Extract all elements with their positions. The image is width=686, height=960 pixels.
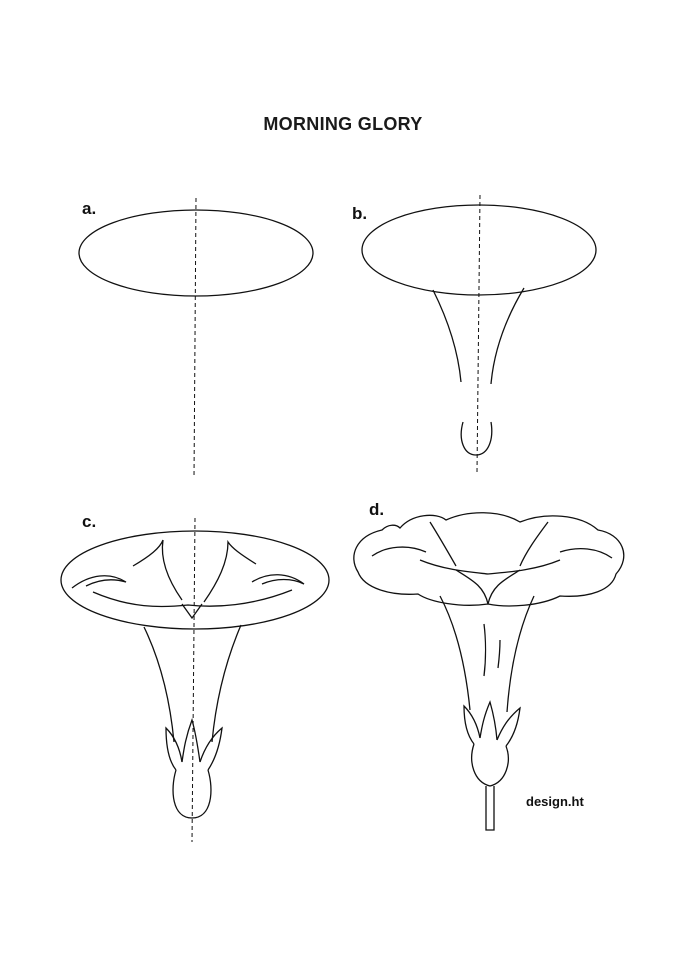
step-c-guide-line bbox=[191, 517, 196, 843]
step-b-tube-left bbox=[432, 289, 462, 383]
step-d-sepal-2 bbox=[479, 700, 498, 741]
step-c-label: c. bbox=[82, 512, 97, 531]
step-d-tube-vein-2 bbox=[497, 639, 501, 669]
step-d-receptacle bbox=[471, 743, 509, 787]
step-c-tube-right bbox=[211, 624, 242, 743]
step-d-tube-vein-1 bbox=[483, 623, 487, 677]
step-d-fold-4 bbox=[559, 547, 613, 559]
credit-text: design.ht bbox=[526, 794, 584, 809]
step-c-tube-left bbox=[143, 626, 175, 743]
step-d-throat-rib-left bbox=[455, 569, 489, 605]
step-a-drawing bbox=[78, 197, 314, 479]
step-c-rib-right bbox=[203, 539, 257, 603]
step-c-fold-right bbox=[251, 574, 305, 585]
step-a-guide-line bbox=[193, 197, 197, 479]
step-b-tube-right bbox=[490, 287, 525, 385]
step-c-ellipse bbox=[60, 530, 330, 630]
step-d-sepal-3 bbox=[496, 706, 521, 747]
step-c-center-v bbox=[181, 603, 203, 620]
step-c-sepal-1 bbox=[165, 726, 183, 771]
step-b-guide-line bbox=[476, 194, 481, 473]
step-c-receptacle bbox=[172, 769, 212, 819]
page-title: MORNING GLORY bbox=[263, 114, 423, 134]
step-c-sepal-3 bbox=[199, 726, 223, 771]
step-b-drawing bbox=[361, 194, 597, 473]
step-c-drawing bbox=[60, 517, 330, 843]
step-d-sepal-1 bbox=[463, 704, 481, 745]
step-a-ellipse bbox=[78, 209, 314, 297]
step-d-stem bbox=[485, 786, 495, 831]
step-d-tube-left bbox=[439, 595, 471, 711]
step-c-fold-left bbox=[71, 575, 127, 589]
step-d-fold-3 bbox=[519, 521, 549, 567]
step-c-sepal-2 bbox=[181, 717, 201, 763]
step-d-drawing bbox=[353, 512, 625, 831]
step-b-base-cup bbox=[460, 421, 493, 456]
step-d-label: d. bbox=[369, 500, 385, 519]
step-c-rib-left bbox=[132, 539, 183, 601]
step-d-rim bbox=[353, 512, 625, 607]
step-a-label: a. bbox=[82, 199, 97, 218]
step-d-fold-1 bbox=[371, 546, 427, 557]
step-d-tube-right bbox=[506, 595, 535, 713]
step-d-throat bbox=[419, 559, 561, 575]
step-d-fold-2 bbox=[429, 521, 457, 567]
step-b-label: b. bbox=[352, 204, 368, 223]
step-c-throat-curve bbox=[92, 589, 293, 608]
step-d-throat-rib-right bbox=[487, 569, 521, 605]
